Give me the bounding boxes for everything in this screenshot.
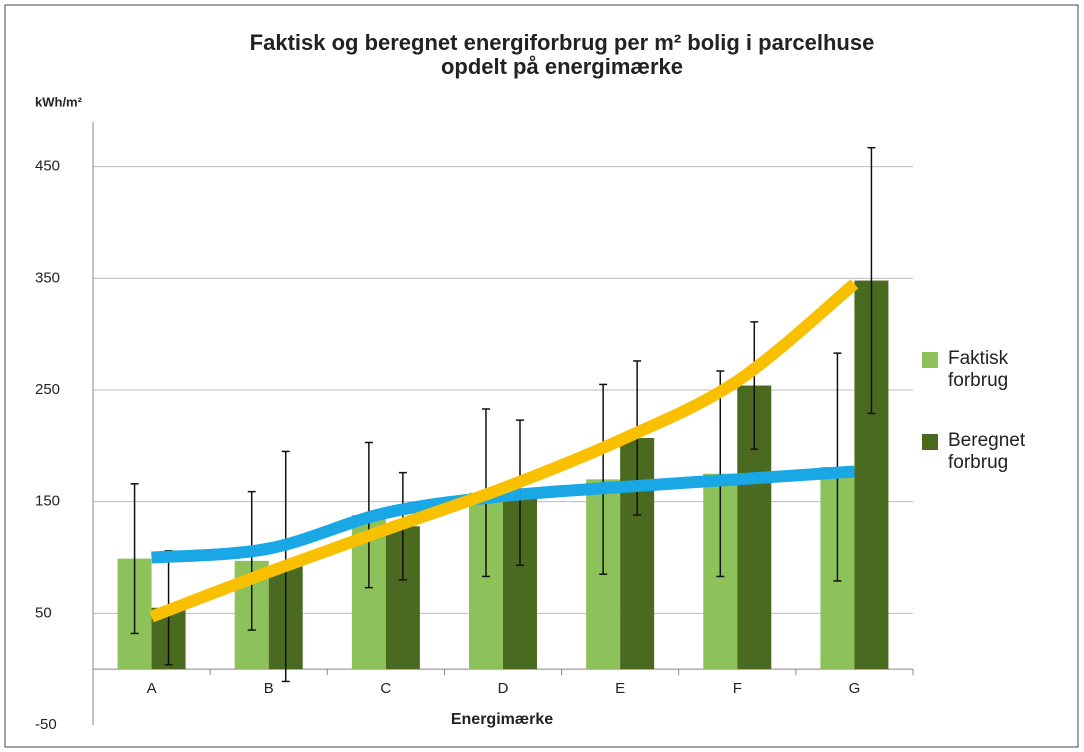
- legend-swatch: [922, 352, 938, 368]
- frame: [4, 4, 1079, 748]
- chart-title: Faktisk og beregnet energiforbrug per m²…: [250, 30, 875, 55]
- y-tick-label: 150: [35, 493, 60, 510]
- trend-line: [151, 465, 855, 564]
- legend-swatch: [922, 434, 938, 450]
- y-tick-label: 350: [35, 269, 60, 286]
- x-tick-label: E: [615, 680, 625, 697]
- x-tick-label: D: [498, 680, 509, 697]
- x-tick-label: G: [849, 680, 861, 697]
- x-tick-label: F: [733, 680, 742, 697]
- y-tick-label: -50: [35, 716, 57, 733]
- x-axis-label: Energimærke: [451, 711, 553, 728]
- legend-label: Beregnet forbrug: [948, 430, 1026, 473]
- y-tick-label: 450: [35, 158, 60, 175]
- trend-line: [149, 279, 859, 623]
- x-tick-label: B: [264, 680, 274, 697]
- x-tick-label: C: [380, 680, 391, 697]
- y-axis-label: kWh/m²: [35, 94, 83, 109]
- y-tick-label: 250: [35, 381, 60, 398]
- legend-label: Faktisk forbrug: [948, 348, 1009, 391]
- chart-subtitle: opdelt på energimærke: [441, 54, 683, 79]
- y-tick-label: 50: [35, 604, 52, 621]
- x-tick-label: A: [147, 680, 157, 697]
